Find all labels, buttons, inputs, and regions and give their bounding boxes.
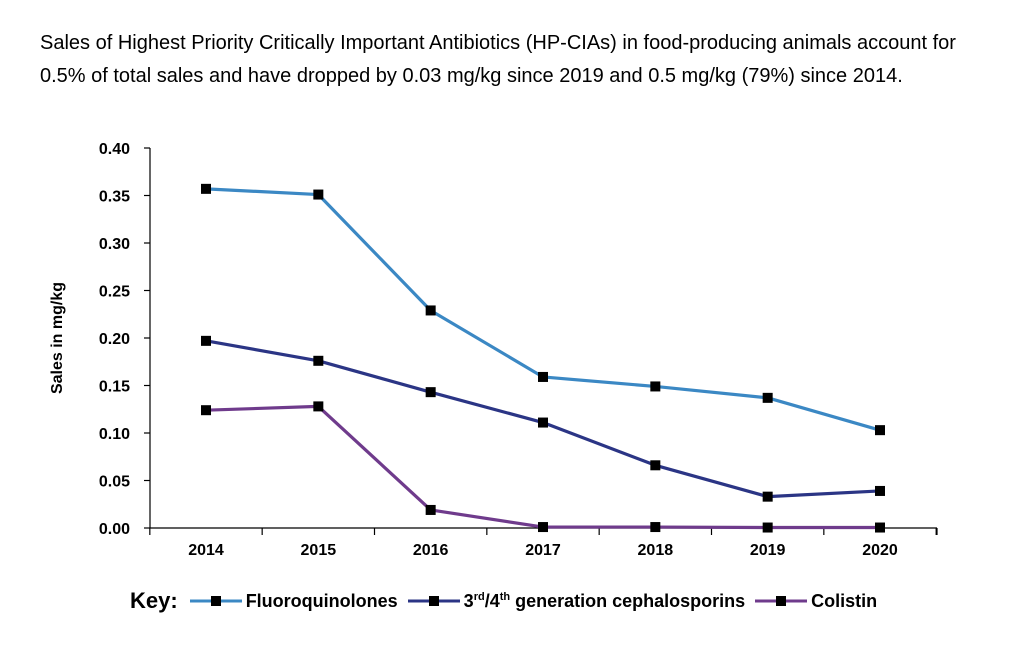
- data-point-cephalosporins: [313, 355, 324, 366]
- data-point-colistin: [762, 522, 773, 533]
- legend-label-cephalosporins: 3rd/4th generation cephalosporins: [463, 590, 746, 611]
- y-tick-label: 0.30: [99, 236, 130, 253]
- y-tick-label: 0.00: [99, 521, 130, 538]
- data-point-fluoroquinolones: [313, 189, 324, 200]
- data-point-colistin: [201, 405, 211, 416]
- data-point-colistin: [313, 401, 324, 412]
- x-tick-label: 2019: [750, 542, 786, 559]
- legend-label-colistin: Colistin: [811, 590, 878, 611]
- legend: Key: Fluoroquinolones 3rd/4th generation…: [130, 586, 887, 616]
- data-point-colistin: [425, 504, 436, 515]
- data-point-colistin: [538, 522, 548, 533]
- y-tick-label: 0.35: [99, 189, 130, 206]
- legend-item-colistin: Colistin: [755, 591, 877, 612]
- data-point-fluoroquinolones: [538, 371, 548, 382]
- y-tick-label: 0.25: [99, 284, 130, 301]
- legend-swatch-fluoroquinolones: [189, 596, 242, 606]
- y-axis-label: Sales in mg/kg: [49, 282, 66, 394]
- y-tick-label: 0.20: [99, 331, 130, 348]
- data-point-cephalosporins: [538, 417, 548, 428]
- legend-swatch-colistin: [755, 596, 808, 606]
- y-tick-label: 0.05: [99, 474, 130, 491]
- x-tick-label: 2014: [188, 542, 224, 559]
- data-point-fluoroquinolones: [762, 392, 773, 403]
- legend-item-cephalosporins: 3rd/4th generation cephalosporins: [407, 590, 746, 612]
- y-tick-label: 0.40: [99, 141, 130, 158]
- data-point-fluoroquinolones: [650, 381, 661, 392]
- data-point-cephalosporins: [762, 491, 773, 502]
- chart-title: Sales of Highest Priority Critically Imp…: [40, 32, 956, 87]
- legend-label-fluoroquinolones: Fluoroquinolones: [245, 590, 398, 611]
- data-point-colistin: [650, 522, 661, 533]
- data-point-fluoroquinolones: [425, 305, 436, 316]
- data-point-cephalosporins: [875, 485, 885, 496]
- x-tick-label: 2017: [525, 542, 561, 559]
- x-tick-label: 2016: [413, 542, 449, 559]
- data-point-cephalosporins: [650, 460, 661, 471]
- x-tick-label: 2015: [301, 542, 337, 559]
- legend-swatch-cephalosporins: [407, 596, 460, 606]
- data-point-colistin: [875, 522, 885, 533]
- data-point-fluoroquinolones: [201, 183, 211, 194]
- legend-item-fluoroquinolones: Fluoroquinolones: [189, 590, 398, 612]
- data-point-cephalosporins: [201, 335, 211, 346]
- line-chart: 0.00 0.05 0.10 0.15 0.20 0.25 0.30 0.35 0.40 2014…: [49, 141, 938, 559]
- y-tick-label: 0.15: [99, 379, 130, 396]
- data-point-fluoroquinolones: [875, 425, 885, 436]
- y-tick-label: 0.10: [99, 426, 130, 443]
- x-tick-label: 2018: [638, 542, 674, 559]
- series-line-fluoroquinolones: [205, 187, 881, 432]
- data-point-cephalosporins: [425, 387, 436, 398]
- legend-key-label: Key:: [130, 588, 178, 613]
- x-tick-label: 2020: [862, 542, 898, 559]
